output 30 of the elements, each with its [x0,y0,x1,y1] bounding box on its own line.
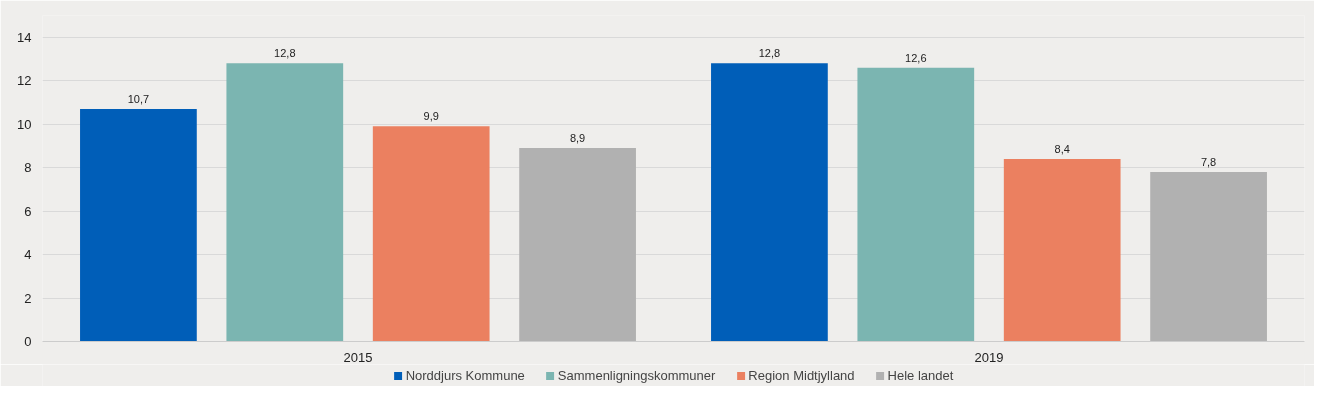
legend-label: Hele landet [887,367,954,383]
x-tick-label: 2015 [343,349,373,365]
bar [1150,171,1267,342]
y-tick-label: 14 [17,29,32,45]
bar [80,108,197,342]
y-tick-label: 10 [17,116,32,132]
data-label: 12,8 [758,47,781,60]
data-label: 8,4 [1054,142,1070,155]
y-tick-label: 6 [24,203,32,219]
y-tick-label: 4 [24,247,32,263]
bar [1003,158,1121,342]
bar [519,148,636,342]
legend-label: Sammenligningskommuner [557,367,716,383]
y-tick-label: 8 [24,160,32,176]
data-label: 12,8 [274,47,296,60]
data-label: 8,9 [569,132,586,145]
legend-label: Region Midtjylland [748,367,855,383]
y-tick-label: 12 [17,73,32,89]
bar [857,67,975,342]
bar [711,63,828,342]
data-label: 12,6 [905,51,927,64]
bar [372,126,490,342]
data-label: 7,8 [1200,155,1217,168]
y-tick-label: 2 [24,290,32,306]
data-label: 10,7 [127,92,150,105]
data-label: 9,9 [423,110,439,123]
x-tick-label: 2019 [974,349,1004,365]
bar [226,63,344,342]
legend-label: Norddjurs Kommune [405,367,525,383]
y-tick-label: 0 [24,334,32,349]
